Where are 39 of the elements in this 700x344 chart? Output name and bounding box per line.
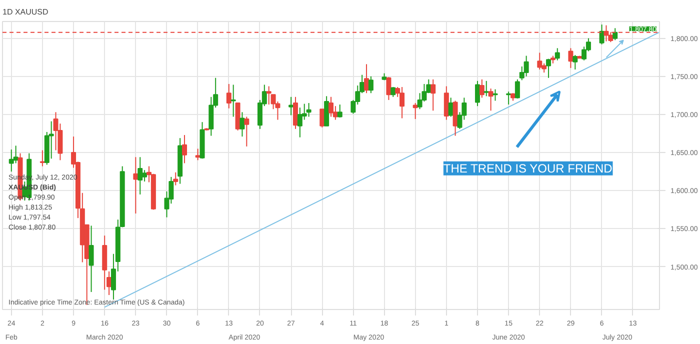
candlestick — [514, 78, 520, 99]
candlestick — [386, 76, 392, 100]
candlestick — [474, 80, 480, 107]
candlestick — [612, 28, 618, 41]
candlestick — [479, 78, 484, 98]
candlestick — [488, 88, 494, 112]
candlestick — [430, 78, 436, 112]
candlestick — [306, 102, 312, 118]
candlestick — [244, 116, 250, 147]
candlestick — [448, 97, 454, 118]
candlestick — [452, 100, 458, 136]
candlestick — [138, 156, 143, 195]
candlestick — [328, 96, 334, 118]
candlestick — [537, 52, 542, 70]
annotation: THE TREND IS YOUR FRIEND — [443, 161, 613, 176]
candlestick — [568, 48, 574, 68]
candlestick — [444, 86, 449, 120]
candlestick — [484, 80, 489, 97]
candlestick — [292, 96, 298, 130]
candlestick — [390, 86, 396, 98]
candlestick — [288, 96, 294, 116]
candlestick — [546, 58, 552, 78]
candlestick — [524, 55, 529, 77]
candlestick — [88, 225, 94, 292]
candlestick — [364, 64, 370, 94]
candlestick — [182, 134, 188, 164]
candlestick — [226, 83, 232, 109]
candlestick — [320, 108, 325, 128]
candlestick — [173, 172, 178, 186]
candlestick — [368, 76, 374, 94]
candlestick — [230, 84, 236, 118]
chart-title: 1D XAUUSD — [2, 8, 49, 16]
candlestick — [337, 104, 342, 118]
candlestick — [554, 48, 560, 61]
candlestick — [599, 24, 604, 45]
candlestick — [195, 148, 200, 161]
candlestick — [240, 112, 245, 138]
candlestick — [572, 54, 578, 70]
candlestick — [40, 150, 45, 167]
